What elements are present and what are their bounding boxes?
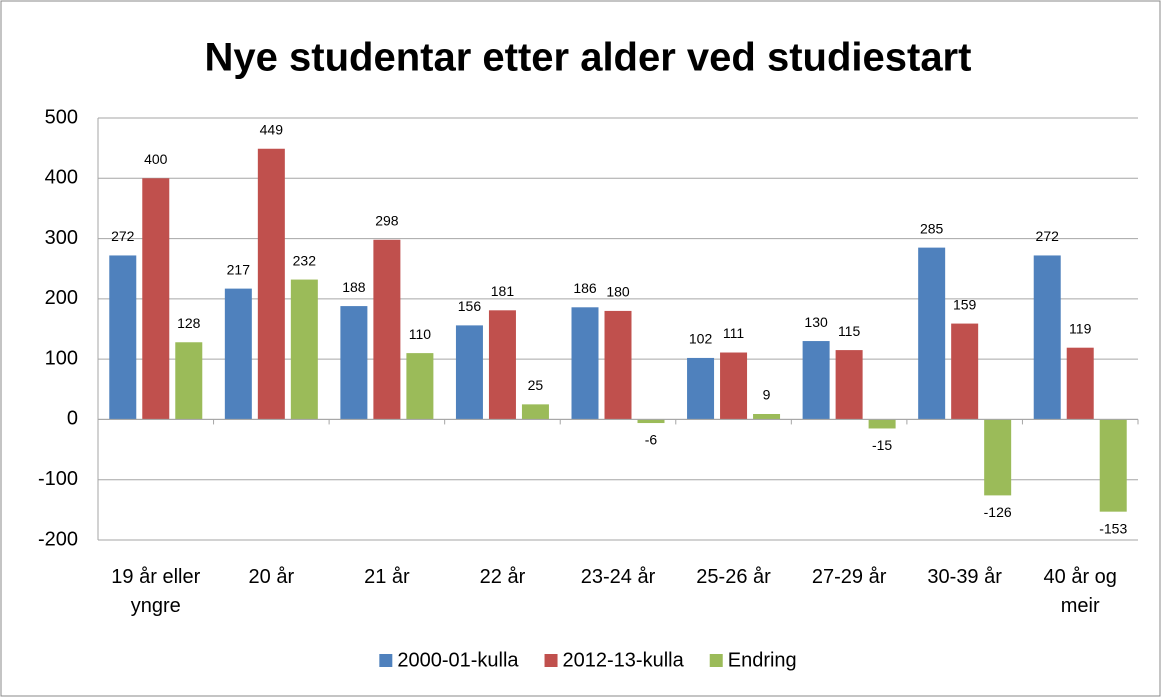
data-label: 186 bbox=[573, 280, 597, 296]
data-label: 128 bbox=[177, 315, 201, 331]
data-label: -153 bbox=[1099, 520, 1127, 536]
bar bbox=[175, 342, 203, 420]
bar bbox=[455, 325, 483, 420]
bar bbox=[637, 419, 665, 424]
data-label: 272 bbox=[111, 228, 135, 244]
bar bbox=[753, 414, 781, 420]
data-label: 159 bbox=[953, 296, 977, 312]
bar bbox=[1033, 255, 1061, 420]
bar bbox=[488, 310, 516, 420]
legend-swatch bbox=[379, 654, 393, 667]
chart-title: Nye studentar etter alder ved studiestar… bbox=[205, 36, 972, 80]
bar bbox=[340, 306, 368, 420]
bar bbox=[720, 352, 748, 420]
data-label: 102 bbox=[689, 331, 713, 347]
y-tick-label: 300 bbox=[45, 227, 78, 249]
data-label: -15 bbox=[872, 437, 892, 453]
y-tick-label: 100 bbox=[45, 347, 78, 369]
data-label: 449 bbox=[260, 121, 284, 137]
data-label: 130 bbox=[804, 314, 828, 330]
bar bbox=[224, 288, 252, 420]
data-label: 232 bbox=[293, 252, 317, 268]
data-label: 285 bbox=[920, 220, 944, 236]
y-tick-label: 200 bbox=[45, 287, 78, 309]
data-label: 9 bbox=[763, 387, 771, 403]
y-tick-label: 0 bbox=[67, 408, 78, 430]
x-tick-label: 23-24 år bbox=[580, 566, 656, 588]
data-label: -6 bbox=[645, 432, 658, 448]
data-label: 400 bbox=[144, 151, 168, 167]
x-tick-label: 25-26 år bbox=[696, 566, 771, 588]
data-label: 217 bbox=[227, 261, 251, 277]
data-label: 181 bbox=[491, 283, 515, 299]
data-label: 298 bbox=[375, 212, 399, 228]
bar bbox=[918, 247, 946, 420]
data-label: 156 bbox=[458, 298, 482, 314]
x-tick-label: 27-29 år bbox=[811, 566, 887, 588]
y-tick-label: 400 bbox=[45, 167, 78, 189]
data-label: 25 bbox=[528, 377, 544, 393]
bar bbox=[290, 279, 318, 420]
bar bbox=[521, 404, 549, 420]
data-label: -126 bbox=[984, 504, 1012, 520]
y-tick-label: -100 bbox=[38, 468, 78, 490]
bar bbox=[571, 307, 599, 420]
x-tick-label: 40 år og meir bbox=[1043, 566, 1117, 617]
x-tick-label: 22 år bbox=[479, 566, 526, 588]
bar bbox=[373, 239, 401, 420]
bar bbox=[109, 255, 137, 420]
legend-swatch bbox=[709, 654, 723, 667]
bar bbox=[951, 323, 979, 420]
data-label: 272 bbox=[1036, 228, 1060, 244]
legend-label: Endring bbox=[728, 649, 797, 671]
bar bbox=[406, 353, 434, 420]
data-label: 110 bbox=[409, 326, 432, 342]
bar bbox=[604, 310, 632, 420]
y-tick-label: -200 bbox=[38, 528, 78, 550]
data-label: 119 bbox=[1069, 320, 1092, 336]
data-label: 115 bbox=[838, 323, 861, 339]
bar bbox=[1099, 419, 1127, 512]
x-tick-label: 19 år eller yngre bbox=[111, 566, 201, 617]
y-tick-label: 500 bbox=[45, 106, 78, 128]
bar bbox=[257, 148, 285, 420]
bar bbox=[984, 419, 1012, 496]
bar bbox=[802, 341, 830, 420]
data-label: 188 bbox=[342, 279, 366, 295]
bar bbox=[1066, 347, 1094, 420]
x-tick-label: 21 år bbox=[364, 566, 410, 588]
data-label: 180 bbox=[606, 284, 630, 300]
bar bbox=[142, 178, 170, 420]
data-label: 111 bbox=[723, 325, 744, 341]
bar bbox=[835, 350, 863, 420]
bar bbox=[687, 357, 715, 420]
legend-label: 2012-13-kulla bbox=[563, 649, 685, 671]
legend-swatch bbox=[544, 654, 558, 667]
legend-label: 2000-01-kulla bbox=[397, 649, 519, 671]
bar bbox=[868, 419, 896, 429]
x-tick-label: 20 år bbox=[248, 566, 295, 588]
x-tick-label: 30-39 år bbox=[927, 566, 1002, 588]
